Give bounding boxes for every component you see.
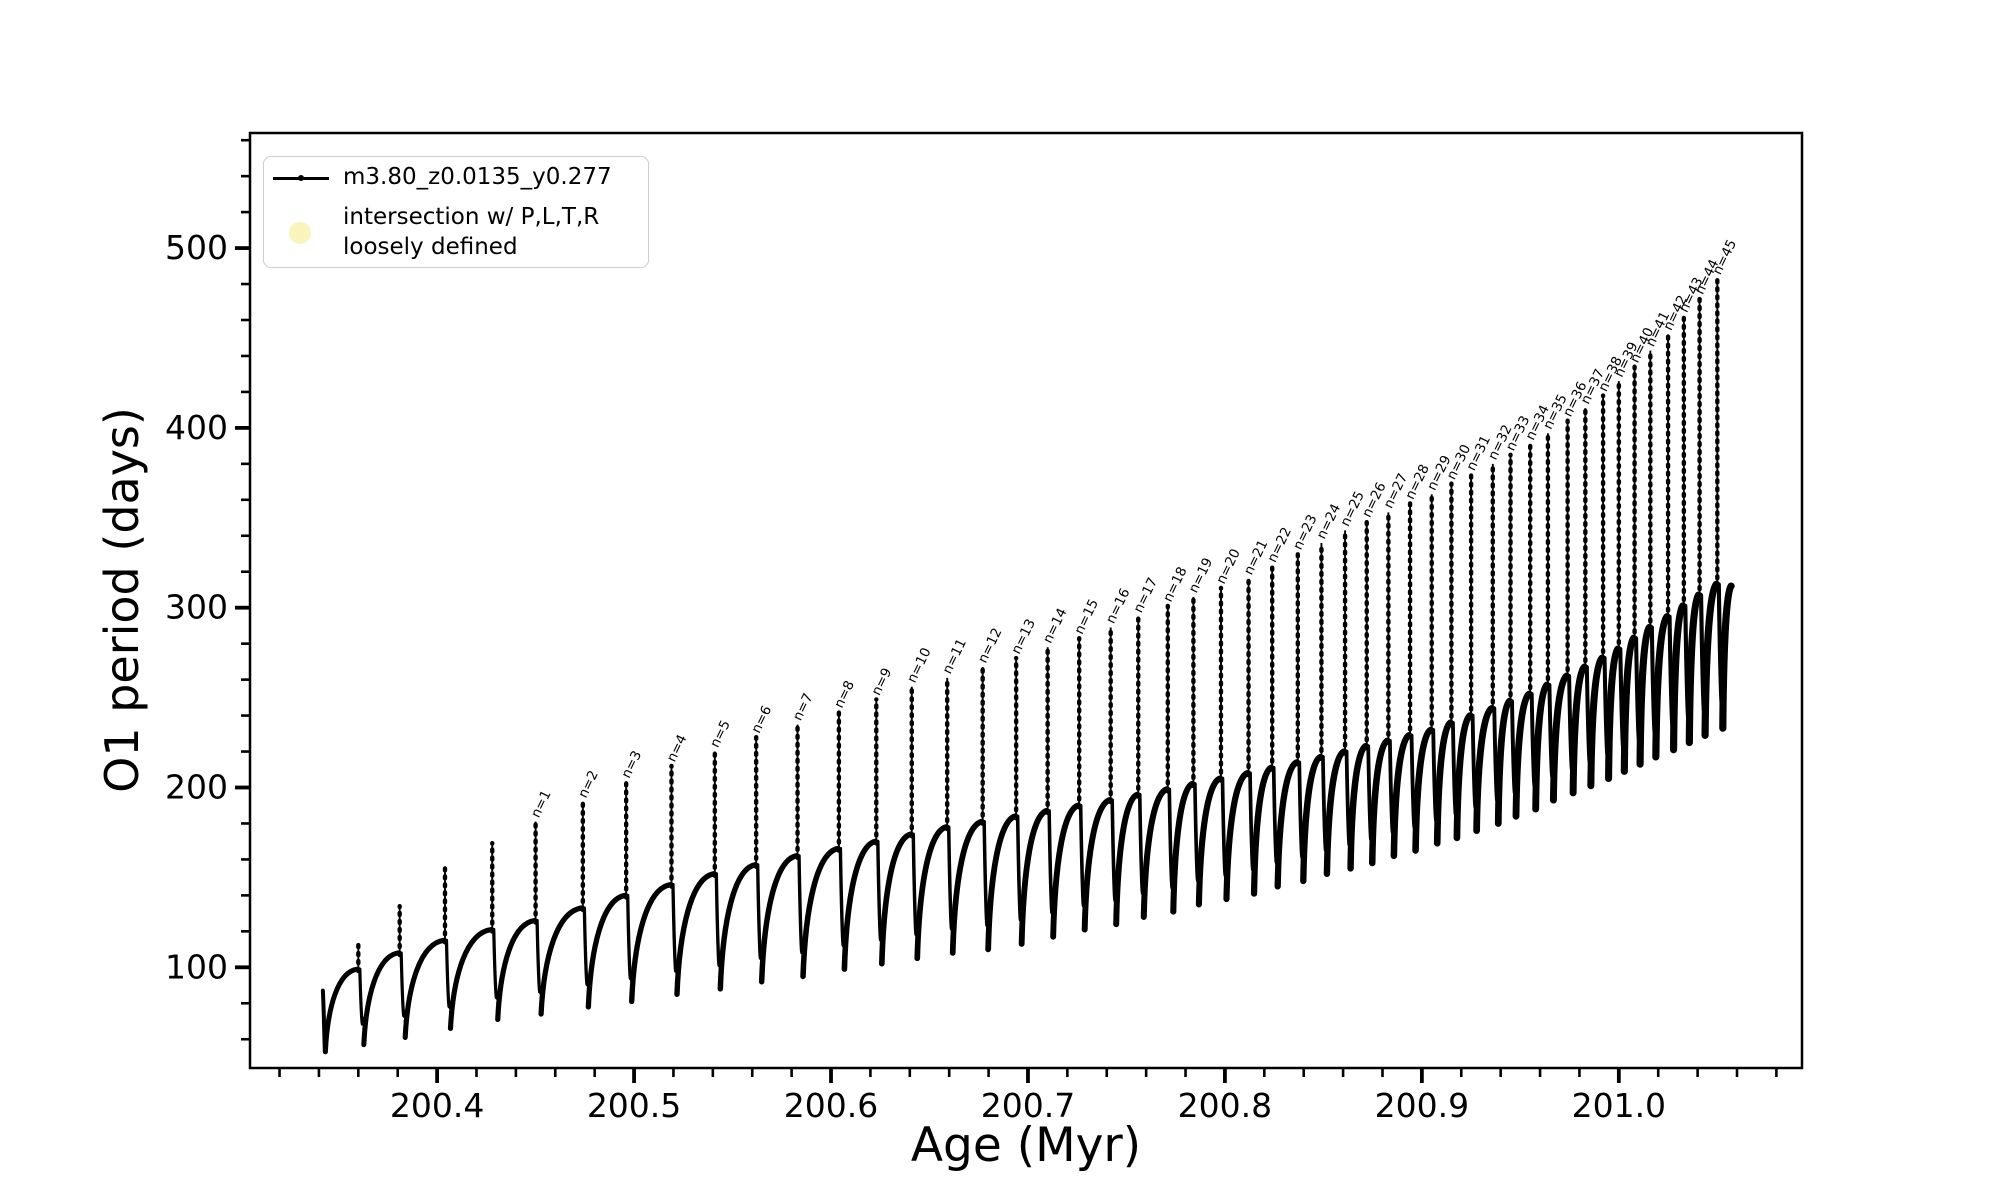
series-hump — [1368, 737, 1391, 867]
series-hump — [1685, 591, 1703, 747]
y-tick-label: 400 — [165, 408, 228, 447]
y-tick-label: 200 — [165, 768, 228, 807]
legend-intersection-label-line2: loosely defined — [343, 233, 518, 260]
series-hump — [1620, 634, 1638, 775]
series-hump — [914, 824, 950, 962]
x-tick-label: 200.6 — [784, 1086, 878, 1125]
series-hump — [1412, 726, 1435, 854]
series-hump — [1018, 807, 1050, 947]
series-hump — [1453, 712, 1474, 842]
x-axis-title: Age (Myr) — [910, 1118, 1142, 1173]
series-hump — [361, 950, 402, 1048]
series-hump — [1390, 732, 1413, 860]
series-hump — [1587, 654, 1606, 790]
series-hump — [1669, 602, 1687, 754]
series-hump — [1274, 759, 1300, 890]
series-hump — [1250, 764, 1275, 897]
y-tick-label: 300 — [165, 588, 228, 627]
series-hump — [949, 818, 985, 956]
legend-intersection-label-line1: intersection w/ P,L,T,R — [343, 204, 600, 230]
series-hump — [585, 892, 628, 1010]
series-hump — [1195, 775, 1224, 908]
legend-intersection-label: intersection w/ P,L,T,R loosely defined — [343, 203, 599, 262]
series-hump — [1113, 791, 1141, 928]
series-end-segment — [1719, 582, 1735, 732]
series-hump — [629, 881, 674, 1005]
series-hump — [674, 871, 717, 997]
series-hump — [1433, 719, 1454, 847]
legend-line-marker-icon — [273, 175, 329, 181]
x-tick-label: 200.4 — [390, 1086, 484, 1125]
series-hump — [1532, 681, 1551, 813]
x-tick-label: 200.8 — [1178, 1086, 1272, 1125]
series-hump — [1549, 672, 1571, 804]
legend-series-label: m3.80_z0.0135_y0.277 — [343, 164, 612, 190]
series-hump — [1170, 780, 1196, 915]
series-hump — [1494, 697, 1513, 827]
series-hump — [717, 862, 758, 992]
series-hump — [1323, 748, 1348, 878]
x-tick-label: 200.7 — [981, 1086, 1075, 1125]
plot-frame — [248, 131, 1804, 1070]
series-hump — [1605, 645, 1622, 783]
series-hump — [1636, 623, 1653, 768]
series-hump — [1081, 797, 1113, 933]
series-hump — [800, 845, 841, 980]
y-tick-label: 500 — [165, 228, 228, 267]
x-tick-label: 200.5 — [587, 1086, 681, 1125]
series-hump — [1347, 742, 1369, 872]
series-hump — [1300, 753, 1324, 885]
x-tick-label: 200.9 — [1375, 1086, 1469, 1125]
series-hump — [1701, 580, 1720, 739]
x-tick-label: 201.0 — [1572, 1086, 1666, 1125]
series-hump — [985, 813, 1019, 953]
series-hump — [1569, 663, 1588, 797]
series-hump — [1473, 705, 1496, 835]
y-axis-title: O1 period (days) — [95, 407, 149, 793]
series-hump — [878, 831, 914, 967]
series-hump — [402, 937, 447, 1040]
series-hump — [1050, 802, 1082, 940]
series-hump — [1223, 770, 1251, 903]
series-hump — [758, 853, 800, 985]
series-hump — [447, 926, 494, 1032]
legend: m3.80_z0.0135_y0.277 intersection w/ P,L… — [263, 156, 649, 268]
series-hump — [538, 905, 585, 1017]
series-hump — [1140, 786, 1170, 920]
series-hump — [841, 838, 879, 972]
series-hump — [1512, 690, 1533, 820]
legend-intersection-marker-icon — [289, 222, 311, 244]
y-tick-label: 100 — [165, 947, 228, 986]
series-hump — [322, 966, 360, 1055]
series-hump — [495, 917, 538, 1023]
series-hump — [1652, 613, 1671, 761]
